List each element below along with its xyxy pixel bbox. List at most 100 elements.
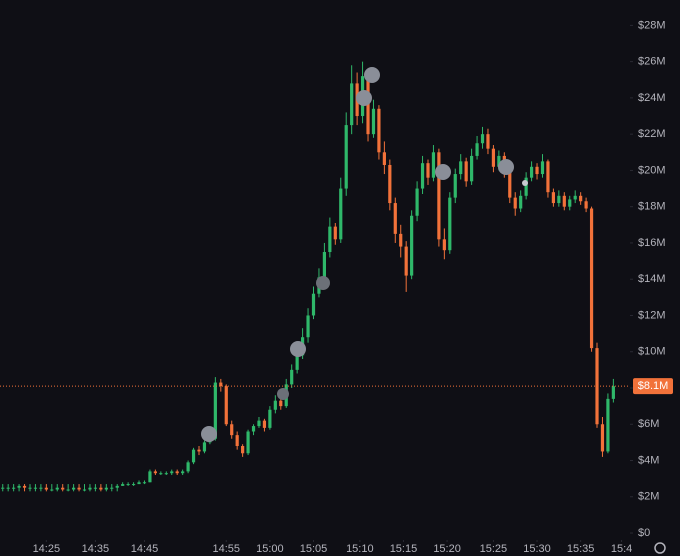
y-tick-label: $28M: [638, 19, 666, 31]
y-tick-label: $20M: [638, 164, 666, 176]
candle-body: [268, 409, 272, 428]
candle-body: [420, 163, 425, 189]
candle-body: [529, 166, 534, 178]
candle-body: [55, 487, 59, 490]
marker-icon: [522, 180, 528, 186]
marker-icon: [498, 159, 514, 175]
axis-layer: $0$2M$4M$6M$8M$10M$12M$14M$16M$18M$20M$2…: [33, 19, 673, 555]
candle-body: [415, 188, 419, 216]
settings-icon[interactable]: [654, 542, 666, 554]
candle-body: [142, 482, 147, 484]
y-tick-label: $2M: [638, 491, 659, 503]
candle-body: [557, 195, 561, 204]
candle-body: [224, 386, 228, 425]
last-price-label: $8.1M: [638, 380, 669, 392]
candle-body: [50, 489, 54, 491]
candle-body: [322, 252, 327, 278]
candle-body: [153, 471, 157, 474]
candle-body: [606, 398, 610, 452]
candle-body: [410, 215, 414, 276]
x-tick-label: 15:25: [480, 543, 508, 555]
candle-body: [584, 201, 588, 209]
candle-body: [126, 484, 130, 486]
x-tick-label: 14:35: [82, 543, 110, 555]
candle-body: [82, 489, 87, 491]
candle-body: [61, 487, 65, 490]
marker-icon: [201, 426, 217, 442]
candle-body: [382, 152, 386, 165]
candle-body: [279, 400, 283, 407]
y-tick-label: $24M: [638, 92, 666, 104]
candle-body: [66, 489, 70, 491]
y-tick-label: $0: [638, 527, 650, 539]
candle-body: [99, 487, 103, 490]
y-tick-label: $14M: [638, 273, 666, 285]
candle-body: [251, 426, 256, 432]
candle-body: [104, 487, 108, 490]
x-tick-label: 15:30: [523, 543, 551, 555]
marker-icon: [364, 67, 380, 83]
marker-icon: [290, 341, 306, 357]
candle-body: [295, 355, 299, 370]
candle-body: [246, 431, 250, 454]
candle-body: [181, 471, 185, 474]
y-tick-label: $16M: [638, 237, 666, 249]
y-tick-label: $22M: [638, 128, 666, 140]
candle-body: [137, 482, 141, 485]
candle-body: [202, 442, 207, 452]
candle-body: [589, 208, 594, 349]
candle-body: [551, 192, 555, 204]
candle-body: [344, 125, 348, 189]
candle-body: [93, 487, 98, 489]
candle-body: [6, 487, 10, 489]
candle-body: [399, 233, 403, 247]
marker-icon: [435, 164, 451, 180]
last-price-badge: [633, 378, 673, 395]
candle-body: [121, 484, 125, 486]
trade-markers: [201, 67, 528, 442]
price-axis-panel: [630, 0, 680, 556]
candle-body: [170, 471, 174, 474]
candle-body: [388, 164, 392, 204]
candle-body: [453, 174, 457, 198]
candle-body: [437, 152, 441, 240]
x-tick-label: 15:15: [390, 543, 418, 555]
candle-body: [191, 449, 196, 463]
candle-body: [311, 293, 316, 316]
candle-body: [88, 487, 92, 490]
candle-body: [44, 487, 48, 490]
candle-body: [186, 462, 190, 472]
candle-body: [535, 166, 539, 175]
marker-icon: [277, 388, 289, 400]
candle-body: [513, 197, 517, 209]
candle-body: [159, 473, 163, 475]
candle-body: [475, 143, 479, 156]
candle-body: [197, 449, 201, 452]
candle-body: [431, 152, 436, 178]
candle-body: [110, 487, 114, 489]
candle-body: [519, 195, 523, 209]
candle-body: [213, 382, 217, 439]
candle-body: [524, 177, 528, 196]
candle-body: [230, 424, 234, 436]
candle-body: [371, 108, 376, 135]
x-tick-label: 15:35: [567, 543, 595, 555]
candle-body: [377, 108, 381, 153]
candle-body: [611, 386, 615, 399]
candle-body: [426, 163, 430, 178]
candle-body: [333, 226, 337, 240]
candle-body: [131, 484, 136, 486]
candle-body: [600, 424, 605, 452]
y-tick-label: $6M: [638, 418, 659, 430]
candle-body: [404, 246, 408, 276]
candle-body: [491, 148, 496, 167]
y-tick-label: $4M: [638, 454, 659, 466]
candle-body: [393, 203, 397, 234]
candle-body: [77, 487, 81, 490]
candle-body: [219, 382, 223, 387]
candle-body: [262, 420, 267, 428]
candle-body: [470, 155, 474, 182]
candle-body: [328, 226, 332, 253]
y-tick-label: $12M: [638, 309, 666, 321]
